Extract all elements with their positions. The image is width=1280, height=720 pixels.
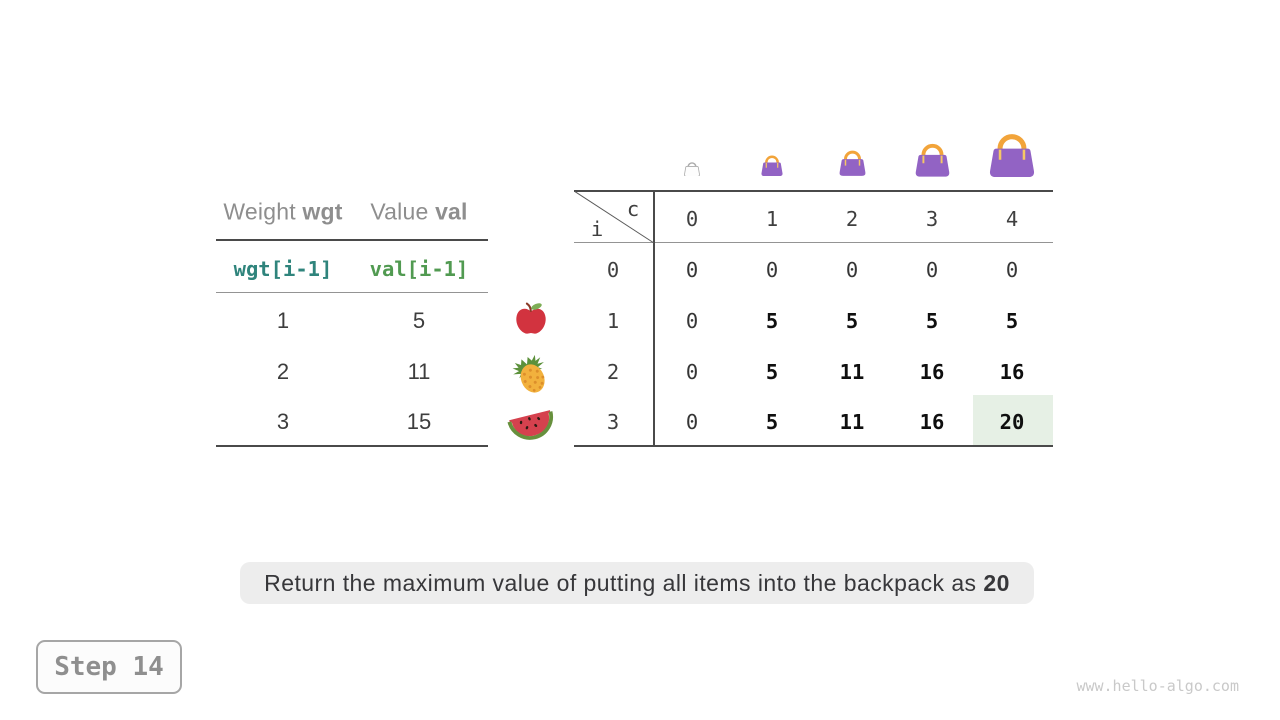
apple-icon [515,300,547,335]
dp-cell-r1c3: 5 [925,308,939,333]
xlarge-bag-icon [989,133,1035,177]
dp-corner-diagonal [573,191,654,244]
caption-text: Return the maximum value of putting all … [264,569,977,596]
dp-table-rule-vertical [652,189,655,447]
dp-cell-r2c0: 0 [685,359,699,384]
item-value-2: 11 [407,359,431,384]
step-label: Step 14 [54,652,164,682]
watermark: www.hello-algo.com [1076,677,1239,695]
dp-cell-r2c3: 16 [919,359,945,384]
value-header-var: val [435,198,468,225]
item-weight-2: 2 [276,359,290,384]
value-header-text: Value [370,198,429,225]
dp-cell-r1c4: 5 [1005,308,1019,333]
dp-row-header-0: 0 [606,257,620,282]
medium-bag-icon [838,150,866,176]
caption-result-value: 20 [983,569,1010,596]
dp-corner-row-var: i [590,216,604,241]
item-weight-3: 3 [276,409,290,434]
dp-cell-r0c0: 0 [685,257,699,282]
dp-cell-r0c4: 0 [1005,257,1019,282]
items-code-weight: wgt[i-1] [233,256,333,281]
dp-cell-r3c2: 11 [839,409,865,434]
item-value-3: 15 [406,409,432,434]
dp-cell-r3c4: 20 [999,409,1025,434]
item-value-1: 5 [412,308,426,333]
caption-pill: Return the maximum value of putting all … [240,562,1034,604]
dp-cell-r0c1: 0 [765,257,779,282]
dp-cell-r0c2: 0 [845,257,859,282]
dp-table-rule-bottom [574,445,1053,447]
items-table-rule-top [216,239,488,241]
dp-table-rule-header [574,242,1053,244]
dp-corner-col-var: c [626,196,640,221]
dp-row-header-1: 1 [606,308,620,333]
weight-header-text: Weight [223,198,296,225]
watermelon-icon [507,408,555,442]
dp-cell-r2c2: 11 [839,359,865,384]
items-table-rule-bottom [216,445,488,447]
dp-col-header-1: 1 [765,206,779,231]
dp-cell-r3c0: 0 [685,409,699,434]
items-code-value: val[i-1] [369,256,469,281]
dp-col-header-2: 2 [845,206,859,231]
weight-header-var: wgt [302,198,343,225]
dp-cell-r2c1: 5 [765,359,779,384]
dp-col-header-4: 4 [1005,206,1019,231]
pineapple-icon [509,351,552,396]
items-table-rule-middle [216,292,488,294]
dp-cell-r2c4: 16 [999,359,1025,384]
dp-col-header-3: 3 [925,206,939,231]
dp-cell-r1c2: 5 [845,308,859,333]
dp-col-header-0: 0 [685,206,699,231]
items-col-header-value: Value val [370,198,468,225]
dp-cell-r1c1: 5 [765,308,779,333]
dp-highlight-cell-bg [973,395,1053,445]
dp-row-header-2: 2 [606,359,620,384]
dp-cell-r3c3: 16 [919,409,945,434]
step-badge: Step 14 [36,640,182,694]
dp-table-rule-top [574,189,1053,192]
dp-row-header-3: 3 [606,409,620,434]
dp-cell-r1c0: 0 [685,308,699,333]
item-weight-1: 1 [276,308,290,333]
large-bag-icon [914,143,950,177]
small-bag-icon [761,155,783,177]
empty-bag-icon [684,162,700,177]
items-col-header-weight: Weight wgt [223,198,343,225]
dp-cell-r3c1: 5 [765,409,779,434]
dp-cell-r0c3: 0 [925,257,939,282]
